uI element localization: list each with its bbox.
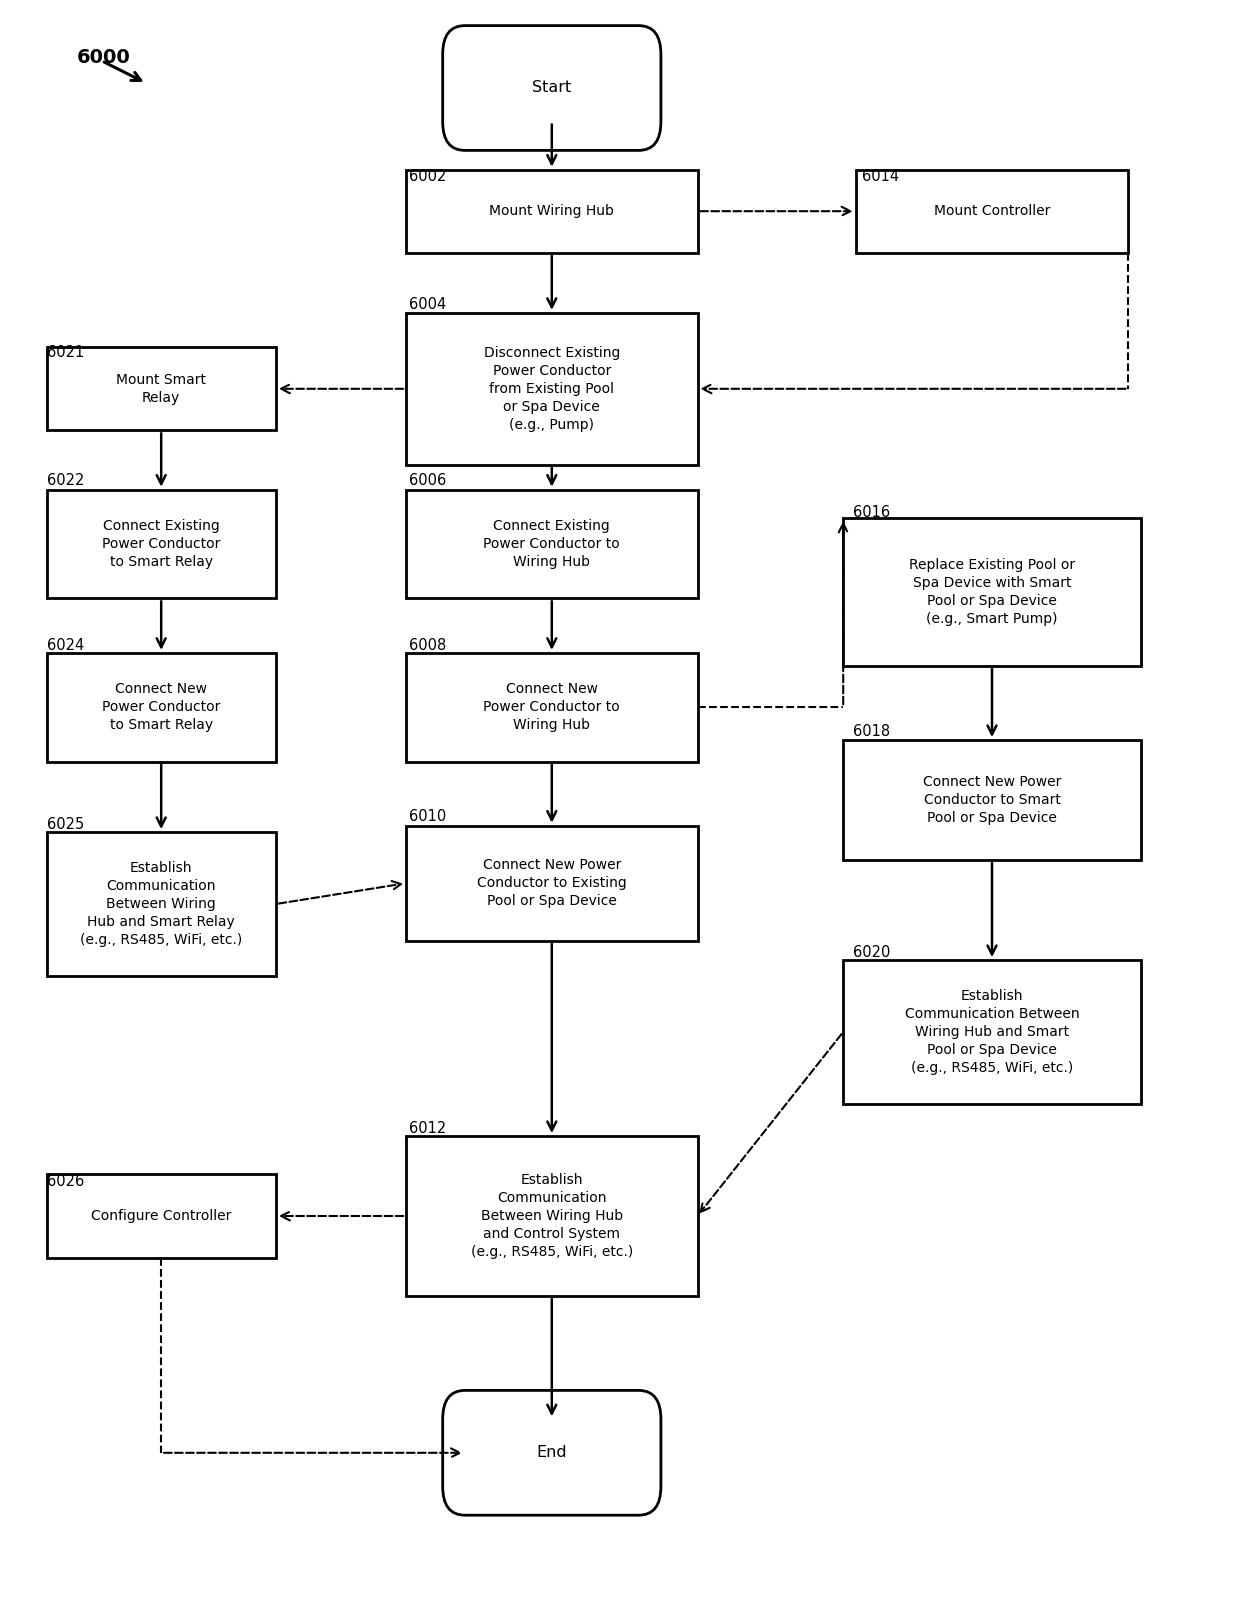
Text: Mount Wiring Hub: Mount Wiring Hub <box>490 205 614 218</box>
Text: Establish
Communication
Between Wiring
Hub and Smart Relay
(e.g., RS485, WiFi, e: Establish Communication Between Wiring H… <box>81 861 242 947</box>
Text: Establish
Communication
Between Wiring Hub
and Control System
(e.g., RS485, WiFi: Establish Communication Between Wiring H… <box>471 1173 632 1259</box>
Bar <box>407 314 697 464</box>
Text: 6008: 6008 <box>409 638 446 653</box>
Bar <box>843 518 1141 666</box>
Text: Mount Controller: Mount Controller <box>934 205 1050 218</box>
Bar <box>407 653 697 762</box>
Text: 6021: 6021 <box>47 346 84 360</box>
Text: 6022: 6022 <box>47 474 84 488</box>
Text: 6004: 6004 <box>409 298 446 312</box>
Bar <box>407 1136 697 1296</box>
FancyBboxPatch shape <box>443 1390 661 1515</box>
Text: 6024: 6024 <box>47 638 84 653</box>
Text: Connect Existing
Power Conductor to
Wiring Hub: Connect Existing Power Conductor to Wiri… <box>484 518 620 570</box>
Text: Establish
Communication Between
Wiring Hub and Smart
Pool or Spa Device
(e.g., R: Establish Communication Between Wiring H… <box>905 989 1079 1075</box>
Text: 6010: 6010 <box>409 810 446 824</box>
Text: Connect New
Power Conductor
to Smart Relay: Connect New Power Conductor to Smart Rel… <box>102 682 221 733</box>
Text: Configure Controller: Configure Controller <box>91 1210 232 1222</box>
Text: Connect New Power
Conductor to Existing
Pool or Spa Device: Connect New Power Conductor to Existing … <box>477 858 626 909</box>
Bar <box>407 490 697 598</box>
Text: Replace Existing Pool or
Spa Device with Smart
Pool or Spa Device
(e.g., Smart P: Replace Existing Pool or Spa Device with… <box>909 558 1075 626</box>
Text: 6025: 6025 <box>47 818 84 832</box>
Bar <box>47 653 277 762</box>
Text: Connect Existing
Power Conductor
to Smart Relay: Connect Existing Power Conductor to Smar… <box>102 518 221 570</box>
Text: Mount Smart
Relay: Mount Smart Relay <box>117 373 206 405</box>
Text: 6016: 6016 <box>853 506 890 520</box>
Bar <box>47 832 277 976</box>
Bar <box>407 170 697 253</box>
Text: Disconnect Existing
Power Conductor
from Existing Pool
or Spa Device
(e.g., Pump: Disconnect Existing Power Conductor from… <box>484 346 620 432</box>
Text: Start: Start <box>532 80 572 96</box>
Bar <box>856 170 1128 253</box>
FancyBboxPatch shape <box>443 26 661 150</box>
Bar <box>843 960 1141 1104</box>
Bar <box>843 739 1141 861</box>
Bar <box>47 490 277 598</box>
Text: 6006: 6006 <box>409 474 446 488</box>
Text: 6012: 6012 <box>409 1122 446 1136</box>
Text: Connect New Power
Conductor to Smart
Pool or Spa Device: Connect New Power Conductor to Smart Poo… <box>923 774 1061 826</box>
Bar <box>47 347 277 430</box>
Text: 6000: 6000 <box>77 48 130 67</box>
Text: Connect New
Power Conductor to
Wiring Hub: Connect New Power Conductor to Wiring Hu… <box>484 682 620 733</box>
Text: 6020: 6020 <box>853 946 890 960</box>
Text: End: End <box>537 1445 567 1461</box>
Text: 6014: 6014 <box>862 170 899 184</box>
Bar <box>47 1174 277 1258</box>
Bar <box>407 826 697 941</box>
Text: 6026: 6026 <box>47 1174 84 1189</box>
Text: 6002: 6002 <box>409 170 446 184</box>
Text: 6018: 6018 <box>853 725 890 739</box>
